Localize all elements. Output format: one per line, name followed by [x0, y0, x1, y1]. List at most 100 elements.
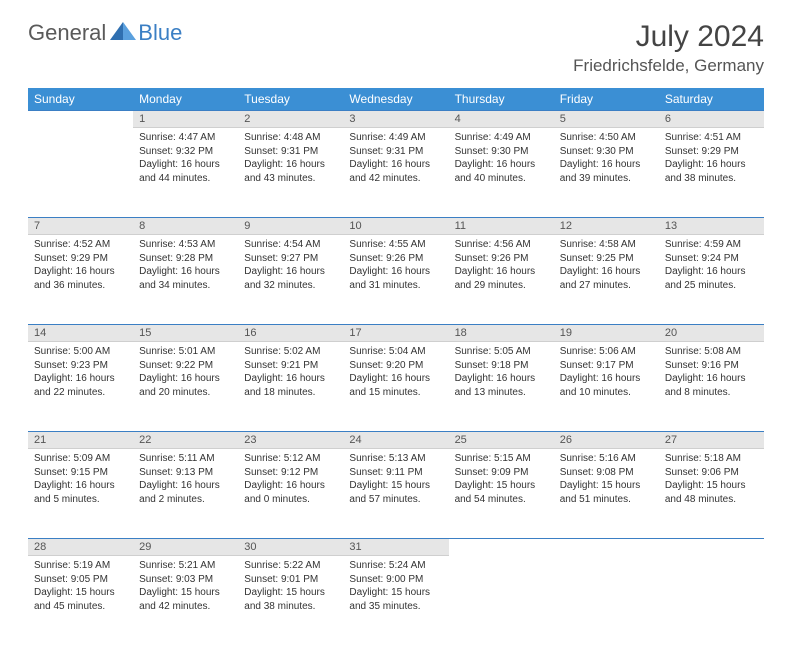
sunset-text: Sunset: 9:00 PM: [349, 573, 442, 587]
day-cell: Sunrise: 5:00 AMSunset: 9:23 PMDaylight:…: [28, 342, 133, 432]
dl2-text: and 2 minutes.: [139, 493, 232, 507]
day-number: 5: [554, 111, 659, 128]
sunrise-text: Sunrise: 5:06 AM: [560, 345, 653, 359]
sunset-text: Sunset: 9:27 PM: [244, 252, 337, 266]
day-number: 20: [659, 325, 764, 342]
day-number: 8: [133, 218, 238, 235]
day-details: Sunrise: 5:11 AMSunset: 9:13 PMDaylight:…: [133, 449, 238, 512]
day-details: Sunrise: 4:56 AMSunset: 9:26 PMDaylight:…: [449, 235, 554, 298]
day-details: Sunrise: 4:59 AMSunset: 9:24 PMDaylight:…: [659, 235, 764, 298]
day-cell: Sunrise: 4:56 AMSunset: 9:26 PMDaylight:…: [449, 235, 554, 325]
dl2-text: and 27 minutes.: [560, 279, 653, 293]
day-body-row: Sunrise: 5:19 AMSunset: 9:05 PMDaylight:…: [28, 556, 764, 646]
day-cell: Sunrise: 4:49 AMSunset: 9:30 PMDaylight:…: [449, 128, 554, 218]
dl2-text: and 18 minutes.: [244, 386, 337, 400]
day-details: Sunrise: 4:49 AMSunset: 9:31 PMDaylight:…: [343, 128, 448, 191]
sunrise-text: Sunrise: 5:11 AM: [139, 452, 232, 466]
dl1-text: Daylight: 16 hours: [34, 479, 127, 493]
day-details: Sunrise: 4:48 AMSunset: 9:31 PMDaylight:…: [238, 128, 343, 191]
dl2-text: and 29 minutes.: [455, 279, 548, 293]
dl1-text: Daylight: 16 hours: [244, 372, 337, 386]
day-details: Sunrise: 5:16 AMSunset: 9:08 PMDaylight:…: [554, 449, 659, 512]
dl2-text: and 35 minutes.: [349, 600, 442, 614]
dl1-text: Daylight: 16 hours: [349, 372, 442, 386]
day-number: 9: [238, 218, 343, 235]
logo-text-2: Blue: [138, 20, 182, 46]
sunset-text: Sunset: 9:12 PM: [244, 466, 337, 480]
day-number-row: 78910111213: [28, 218, 764, 235]
day-number: 4: [449, 111, 554, 128]
sunrise-text: Sunrise: 5:21 AM: [139, 559, 232, 573]
day-number: [554, 539, 659, 556]
dl2-text: and 51 minutes.: [560, 493, 653, 507]
day-details: Sunrise: 5:00 AMSunset: 9:23 PMDaylight:…: [28, 342, 133, 405]
dl1-text: Daylight: 16 hours: [560, 265, 653, 279]
day-number: 24: [343, 432, 448, 449]
day-body-row: Sunrise: 4:47 AMSunset: 9:32 PMDaylight:…: [28, 128, 764, 218]
day-cell: Sunrise: 5:12 AMSunset: 9:12 PMDaylight:…: [238, 449, 343, 539]
sunset-text: Sunset: 9:24 PM: [665, 252, 758, 266]
day-cell: Sunrise: 5:01 AMSunset: 9:22 PMDaylight:…: [133, 342, 238, 432]
sunrise-text: Sunrise: 4:55 AM: [349, 238, 442, 252]
day-number: 3: [343, 111, 448, 128]
sunset-text: Sunset: 9:26 PM: [349, 252, 442, 266]
sunset-text: Sunset: 9:29 PM: [665, 145, 758, 159]
day-cell: Sunrise: 4:53 AMSunset: 9:28 PMDaylight:…: [133, 235, 238, 325]
location-label: Friedrichsfelde, Germany: [573, 56, 764, 76]
dl1-text: Daylight: 16 hours: [560, 158, 653, 172]
sunrise-text: Sunrise: 4:51 AM: [665, 131, 758, 145]
day-cell: Sunrise: 5:13 AMSunset: 9:11 PMDaylight:…: [343, 449, 448, 539]
sunset-text: Sunset: 9:30 PM: [455, 145, 548, 159]
sunset-text: Sunset: 9:21 PM: [244, 359, 337, 373]
dl1-text: Daylight: 15 hours: [560, 479, 653, 493]
sunrise-text: Sunrise: 4:54 AM: [244, 238, 337, 252]
day-number: 26: [554, 432, 659, 449]
day-details: Sunrise: 4:55 AMSunset: 9:26 PMDaylight:…: [343, 235, 448, 298]
sunset-text: Sunset: 9:06 PM: [665, 466, 758, 480]
sunrise-text: Sunrise: 5:16 AM: [560, 452, 653, 466]
dl1-text: Daylight: 16 hours: [139, 265, 232, 279]
day-details: Sunrise: 5:22 AMSunset: 9:01 PMDaylight:…: [238, 556, 343, 619]
sunset-text: Sunset: 9:25 PM: [560, 252, 653, 266]
day-number: 7: [28, 218, 133, 235]
sunrise-text: Sunrise: 5:24 AM: [349, 559, 442, 573]
day-details: Sunrise: 5:18 AMSunset: 9:06 PMDaylight:…: [659, 449, 764, 512]
sunrise-text: Sunrise: 4:53 AM: [139, 238, 232, 252]
sunrise-text: Sunrise: 5:09 AM: [34, 452, 127, 466]
day-number: 6: [659, 111, 764, 128]
sunset-text: Sunset: 9:22 PM: [139, 359, 232, 373]
day-number: 30: [238, 539, 343, 556]
title-block: July 2024 Friedrichsfelde, Germany: [573, 20, 764, 76]
day-cell: Sunrise: 5:06 AMSunset: 9:17 PMDaylight:…: [554, 342, 659, 432]
day-number: 19: [554, 325, 659, 342]
logo: General Blue: [28, 20, 182, 46]
day-details: Sunrise: 5:19 AMSunset: 9:05 PMDaylight:…: [28, 556, 133, 619]
sunrise-text: Sunrise: 5:05 AM: [455, 345, 548, 359]
sunset-text: Sunset: 9:16 PM: [665, 359, 758, 373]
day-details: Sunrise: 4:58 AMSunset: 9:25 PMDaylight:…: [554, 235, 659, 298]
day-number-row: 123456: [28, 111, 764, 128]
sunrise-text: Sunrise: 4:59 AM: [665, 238, 758, 252]
day-cell: Sunrise: 4:50 AMSunset: 9:30 PMDaylight:…: [554, 128, 659, 218]
sunset-text: Sunset: 9:03 PM: [139, 573, 232, 587]
dl2-text: and 22 minutes.: [34, 386, 127, 400]
dl1-text: Daylight: 16 hours: [34, 265, 127, 279]
weekday-header: Monday: [133, 88, 238, 111]
sunrise-text: Sunrise: 5:02 AM: [244, 345, 337, 359]
sunset-text: Sunset: 9:28 PM: [139, 252, 232, 266]
dl2-text: and 38 minutes.: [244, 600, 337, 614]
dl2-text: and 42 minutes.: [349, 172, 442, 186]
dl2-text: and 34 minutes.: [139, 279, 232, 293]
day-details: Sunrise: 5:21 AMSunset: 9:03 PMDaylight:…: [133, 556, 238, 619]
day-cell: Sunrise: 5:22 AMSunset: 9:01 PMDaylight:…: [238, 556, 343, 646]
sunset-text: Sunset: 9:05 PM: [34, 573, 127, 587]
dl1-text: Daylight: 16 hours: [665, 372, 758, 386]
day-details: Sunrise: 5:24 AMSunset: 9:00 PMDaylight:…: [343, 556, 448, 619]
dl1-text: Daylight: 16 hours: [139, 158, 232, 172]
dl2-text: and 48 minutes.: [665, 493, 758, 507]
day-cell: [554, 556, 659, 646]
day-number: 14: [28, 325, 133, 342]
sunrise-text: Sunrise: 5:19 AM: [34, 559, 127, 573]
day-number-row: 28293031: [28, 539, 764, 556]
weekday-header: Friday: [554, 88, 659, 111]
